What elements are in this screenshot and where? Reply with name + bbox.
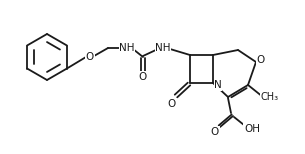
Text: CH₃: CH₃: [261, 92, 279, 102]
Text: O: O: [257, 55, 265, 65]
Text: NH: NH: [155, 43, 171, 53]
Text: O: O: [168, 99, 176, 109]
Text: O: O: [211, 127, 219, 137]
Text: O: O: [86, 52, 94, 62]
Text: NH: NH: [119, 43, 135, 53]
Text: O: O: [139, 72, 147, 82]
Text: OH: OH: [244, 124, 260, 134]
Text: N: N: [214, 80, 222, 90]
